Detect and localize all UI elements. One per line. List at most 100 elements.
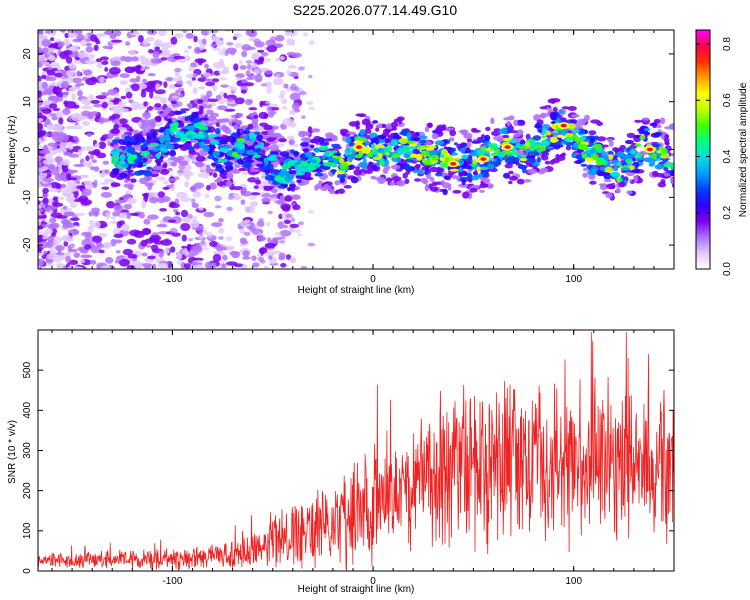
heatmap-blob <box>119 197 124 200</box>
heatmap-blob <box>508 170 514 175</box>
heatmap-blob <box>263 124 273 131</box>
heatmap-blob <box>472 158 478 165</box>
heatmap-blob <box>100 56 109 61</box>
heatmap-blob <box>540 152 546 159</box>
heatmap-blob <box>140 136 146 143</box>
heatmap-blob <box>178 160 189 166</box>
heatmap-blob <box>38 234 44 239</box>
heatmap-blob <box>216 105 228 111</box>
heatmap-blob <box>251 62 258 68</box>
heatmap-blob <box>39 241 49 249</box>
heatmap-blob <box>429 176 435 182</box>
heatmap-blob <box>155 153 161 158</box>
heatmap-blob <box>241 171 249 175</box>
heatmap-blob <box>381 123 387 129</box>
heatmap-blob <box>38 118 44 122</box>
heatmap-blob <box>643 128 651 132</box>
snr-x-tick-label: 0 <box>370 576 376 587</box>
heatmap-blob <box>41 47 49 54</box>
heatmap-blob <box>289 223 300 228</box>
heatmap-blob <box>239 65 247 70</box>
heatmap-blob <box>419 139 427 144</box>
heatmap-blob <box>451 175 459 179</box>
heatmap-blob <box>461 178 466 186</box>
heatmap-blob <box>218 49 226 56</box>
heatmap-blob <box>441 124 447 131</box>
heatmap-blob <box>225 245 235 251</box>
heatmap-blob <box>50 131 60 137</box>
heatmap-blob <box>409 153 417 158</box>
heatmap-blob <box>625 139 634 145</box>
heatmap-blob <box>93 211 99 217</box>
heatmap-blob <box>152 263 157 269</box>
heatmap-blob <box>277 143 285 147</box>
heatmap-blob <box>72 228 78 235</box>
heatmap-blob <box>513 119 518 127</box>
heatmap-blob <box>508 180 513 185</box>
heatmap-blob <box>279 195 285 200</box>
heatmap-blob <box>173 55 186 60</box>
heatmap-blob <box>98 141 107 150</box>
heatmap-blob <box>91 235 103 243</box>
heatmap-blob <box>476 166 481 172</box>
heatmap-blob <box>607 138 613 143</box>
heatmap-blob <box>135 164 143 168</box>
heatmap-blob <box>501 127 508 135</box>
heatmap-blob <box>396 116 405 121</box>
heatmap-blob <box>213 136 222 140</box>
heatmap-blob <box>430 154 439 161</box>
heatmap-blob <box>286 69 292 76</box>
heatmap-blob <box>226 172 234 179</box>
heatmap-blob <box>180 209 189 218</box>
heatmap-blob <box>173 176 180 181</box>
heatmap-blob <box>207 133 218 138</box>
heatmap-blob <box>258 56 265 63</box>
heatmap-blob <box>38 200 41 205</box>
heatmap-blob <box>539 106 548 110</box>
heatmap-blob <box>160 239 173 246</box>
heatmap-blob <box>180 197 192 202</box>
heatmap-blob <box>187 45 192 49</box>
heatmap-blob <box>287 187 292 192</box>
heatmap-blob <box>257 253 262 257</box>
heatmap-blob <box>52 68 58 72</box>
heatmap-blob <box>615 188 621 194</box>
heatmap-blob <box>120 163 130 168</box>
heatmap-blob <box>156 176 166 181</box>
heatmap-blob <box>147 214 159 220</box>
heatmap-blob <box>404 150 414 154</box>
heatmap-blob <box>220 84 229 88</box>
heatmap-blob <box>233 263 245 268</box>
heatmap-blob <box>198 141 205 148</box>
heatmap-blob <box>235 73 245 79</box>
heatmap-blob <box>116 148 123 153</box>
heatmap-blob <box>269 144 279 152</box>
heatmap-blob <box>462 191 470 199</box>
heatmap-blob <box>50 212 63 219</box>
heatmap-blob <box>266 86 272 94</box>
heatmap-blob <box>353 169 362 176</box>
heatmap-blob <box>50 37 55 42</box>
heatmap-blob <box>278 213 283 220</box>
heatmap-blob <box>235 77 243 81</box>
heatmap-blob <box>600 171 610 177</box>
heatmap-blob <box>38 61 43 68</box>
heatmap-blob <box>302 161 309 167</box>
heatmap-blob <box>41 81 48 90</box>
snr-y-tick-label: 300 <box>22 442 33 459</box>
heatmap-blob <box>326 161 334 167</box>
heatmap-blob <box>182 30 188 34</box>
heatmap-blob <box>94 143 100 148</box>
heatmap-blob <box>589 180 597 185</box>
heatmap-blob <box>90 111 99 115</box>
heatmap-blob <box>90 34 98 42</box>
heatmap-blob <box>428 183 433 190</box>
heatmap-blob <box>73 221 79 226</box>
heatmap-blob <box>183 217 192 223</box>
heatmap-blob <box>273 78 284 86</box>
heatmap-blob <box>296 179 302 184</box>
heatmap-blob <box>214 195 222 202</box>
heatmap-blob <box>604 166 613 173</box>
heatmap-blob <box>290 83 297 90</box>
